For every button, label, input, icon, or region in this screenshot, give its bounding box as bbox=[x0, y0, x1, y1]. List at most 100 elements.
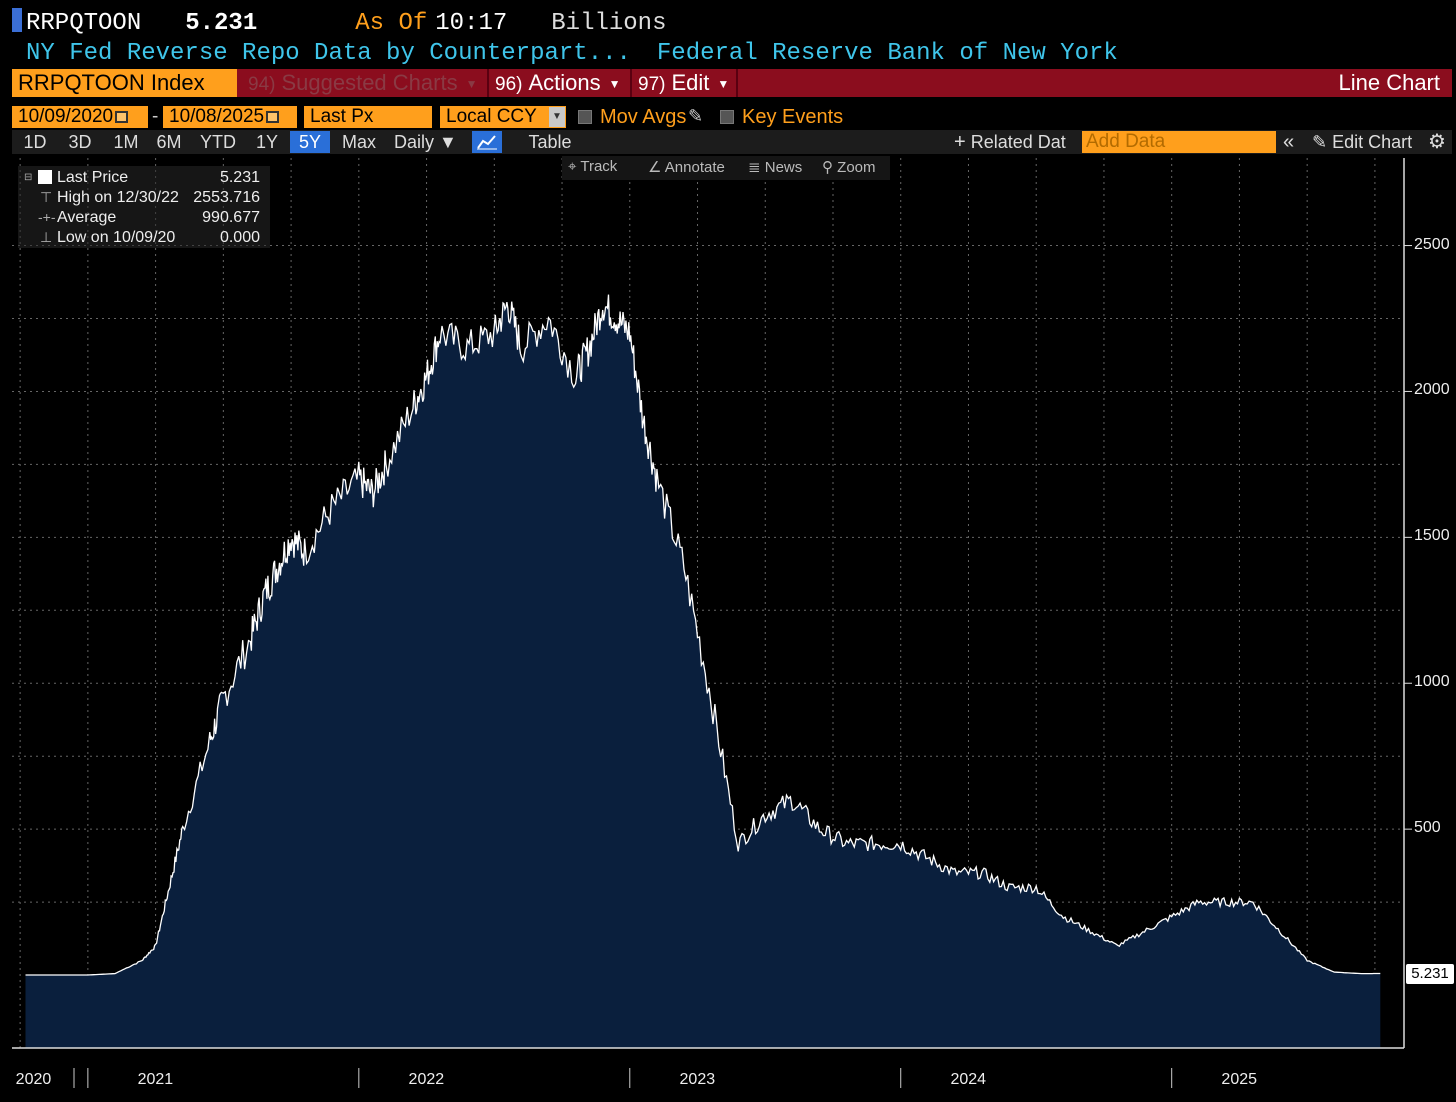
add-data-input[interactable]: Add Data bbox=[1082, 131, 1276, 153]
edit-label: Edit bbox=[671, 70, 710, 95]
actions-number: 96) bbox=[495, 74, 523, 95]
collapse-legend-icon[interactable]: ⊟ bbox=[24, 172, 33, 183]
suggested-number: 94) bbox=[248, 74, 276, 95]
high-marker-icon: ⊤ bbox=[40, 189, 53, 205]
pencil-icon: ✎ bbox=[1312, 132, 1328, 152]
mov-avgs-checkbox[interactable] bbox=[578, 110, 592, 124]
legend-average-value: 990.677 bbox=[202, 209, 260, 226]
legend-high-value: 2553.716 bbox=[193, 189, 260, 206]
annotate-label: Annotate bbox=[664, 159, 725, 176]
zoom-tool[interactable]: ⚲ Zoom bbox=[822, 158, 876, 176]
suggested-charts-button[interactable]: 94) Suggested Charts ▼ bbox=[248, 69, 477, 97]
security-field[interactable]: RRPQTOON Index bbox=[12, 69, 237, 97]
news-tool[interactable]: ≣ News bbox=[748, 158, 802, 176]
x-tick-label: 2020 bbox=[15, 1071, 52, 1088]
legend-average-label: Average bbox=[57, 209, 117, 226]
y-tick-label: 1000 bbox=[1414, 673, 1450, 691]
units-label: Billions bbox=[551, 10, 667, 37]
range-button-5y[interactable]: 5Y bbox=[290, 131, 330, 153]
range-button-1y[interactable]: 1Y bbox=[255, 132, 279, 152]
security-description-row: NY Fed Reverse Repo Data by Counterpart.… bbox=[26, 40, 1118, 67]
currency-value: Local CCY bbox=[446, 106, 537, 127]
chart-axes bbox=[12, 158, 1412, 1088]
security-description: NY Fed Reverse Repo Data by Counterpart.… bbox=[26, 40, 631, 67]
track-label: Track bbox=[580, 158, 618, 175]
crosshair-icon: ⌖ bbox=[568, 158, 577, 175]
range-button-3d[interactable]: 3D bbox=[68, 132, 92, 152]
calendar-icon[interactable] bbox=[115, 111, 129, 123]
actions-label: Actions bbox=[528, 70, 601, 95]
start-date: 10/09/2020 bbox=[18, 106, 114, 127]
chevron-down-icon: ▼ bbox=[717, 77, 730, 91]
x-tick-label: 2023 bbox=[679, 1071, 716, 1088]
x-tick-label: 2021 bbox=[137, 1071, 174, 1088]
magnifier-icon: ⚲ bbox=[822, 159, 833, 176]
annotate-tool[interactable]: ∠ Annotate bbox=[648, 158, 725, 176]
ticker-symbol: RRPQTOON bbox=[26, 10, 142, 37]
last-value: 5.231 bbox=[185, 10, 258, 37]
y-tick-label: 1500 bbox=[1414, 527, 1450, 545]
area-series bbox=[25, 294, 1381, 1049]
menu-divider bbox=[487, 69, 489, 97]
key-events-label[interactable]: Key Events bbox=[742, 106, 844, 128]
last-price-swatch bbox=[38, 170, 52, 184]
start-date-field[interactable]: 10/09/2020 bbox=[12, 106, 148, 128]
edit-number: 97) bbox=[638, 74, 666, 95]
legend-last-price-label: Last Price bbox=[57, 169, 129, 186]
zoom-label: Zoom bbox=[837, 159, 876, 176]
chart-type-label[interactable]: Line Chart bbox=[1338, 70, 1440, 95]
x-tick-label: 2025 bbox=[1221, 1071, 1258, 1088]
chevron-down-icon[interactable]: ▼ bbox=[549, 107, 565, 127]
as-of-time: 10:17 bbox=[435, 10, 508, 37]
periodicity-dropdown[interactable]: Daily ▼ bbox=[388, 131, 466, 153]
menu-divider bbox=[736, 69, 738, 97]
chevron-down-icon: ▼ bbox=[465, 77, 478, 91]
range-button-6m[interactable]: 6M bbox=[156, 132, 182, 152]
annotate-icon: ∠ bbox=[648, 159, 662, 176]
legend-last-price-value: 5.231 bbox=[219, 169, 260, 186]
mov-avgs-label[interactable]: Mov Avgs bbox=[600, 106, 687, 128]
field-selector[interactable]: Last Px bbox=[304, 106, 432, 128]
chevron-down-icon: ▼ bbox=[608, 77, 621, 91]
gear-icon[interactable]: ⚙ bbox=[1428, 131, 1446, 153]
end-date-field[interactable]: 10/08/2025 bbox=[163, 106, 297, 128]
y-tick-label: 2500 bbox=[1414, 235, 1450, 253]
edit-chart-button[interactable]: ✎ Edit Chart bbox=[1312, 131, 1412, 153]
suggested-label: Suggested Charts bbox=[281, 70, 458, 95]
average-marker-icon: -+- bbox=[38, 209, 56, 225]
range-button-ytd[interactable]: YTD bbox=[200, 132, 236, 152]
currency-selector[interactable]: Local CCY bbox=[440, 106, 566, 128]
ticker-marker bbox=[12, 8, 22, 32]
data-source: Federal Reserve Bank of New York bbox=[656, 40, 1118, 67]
last-value-marker: 5.231 bbox=[1406, 964, 1454, 984]
legend-high-label: High on 12/30/22 bbox=[57, 189, 179, 206]
actions-button[interactable]: 96) Actions ▼ bbox=[495, 69, 621, 97]
range-button-1d[interactable]: 1D bbox=[23, 132, 47, 152]
x-tick-label: 2022 bbox=[408, 1071, 445, 1088]
chart-tools-bar bbox=[562, 156, 890, 180]
pencil-icon[interactable]: ✎ bbox=[688, 106, 704, 126]
as-of-label: As Of bbox=[355, 10, 428, 37]
x-tick-label: 2024 bbox=[950, 1071, 987, 1088]
periodicity-label: Daily bbox=[394, 132, 435, 152]
key-events-checkbox[interactable] bbox=[720, 110, 734, 124]
line-chart-icon[interactable] bbox=[472, 131, 502, 153]
calendar-icon[interactable] bbox=[266, 111, 280, 123]
end-date: 10/08/2025 bbox=[169, 106, 265, 127]
collapse-icon[interactable]: « bbox=[1283, 131, 1295, 153]
legend-low-value: 0.000 bbox=[219, 229, 260, 246]
range-button-max[interactable]: Max bbox=[341, 132, 376, 152]
chart-grid bbox=[12, 158, 1402, 1048]
date-separator: - bbox=[152, 106, 159, 127]
range-button-1m[interactable]: 1M bbox=[113, 132, 139, 152]
table-button[interactable]: Table bbox=[528, 132, 572, 152]
menu-bar bbox=[12, 69, 1452, 97]
legend-low-label: Low on 10/09/20 bbox=[57, 229, 176, 246]
track-tool[interactable]: ⌖ Track bbox=[568, 158, 617, 175]
related-data-label: Related Dat bbox=[970, 132, 1066, 152]
news-icon: ≣ bbox=[748, 159, 761, 176]
edit-button[interactable]: 97) Edit ▼ bbox=[638, 69, 729, 97]
related-data-button[interactable]: + Related Dat bbox=[954, 131, 1066, 153]
line-series bbox=[25, 294, 1381, 976]
